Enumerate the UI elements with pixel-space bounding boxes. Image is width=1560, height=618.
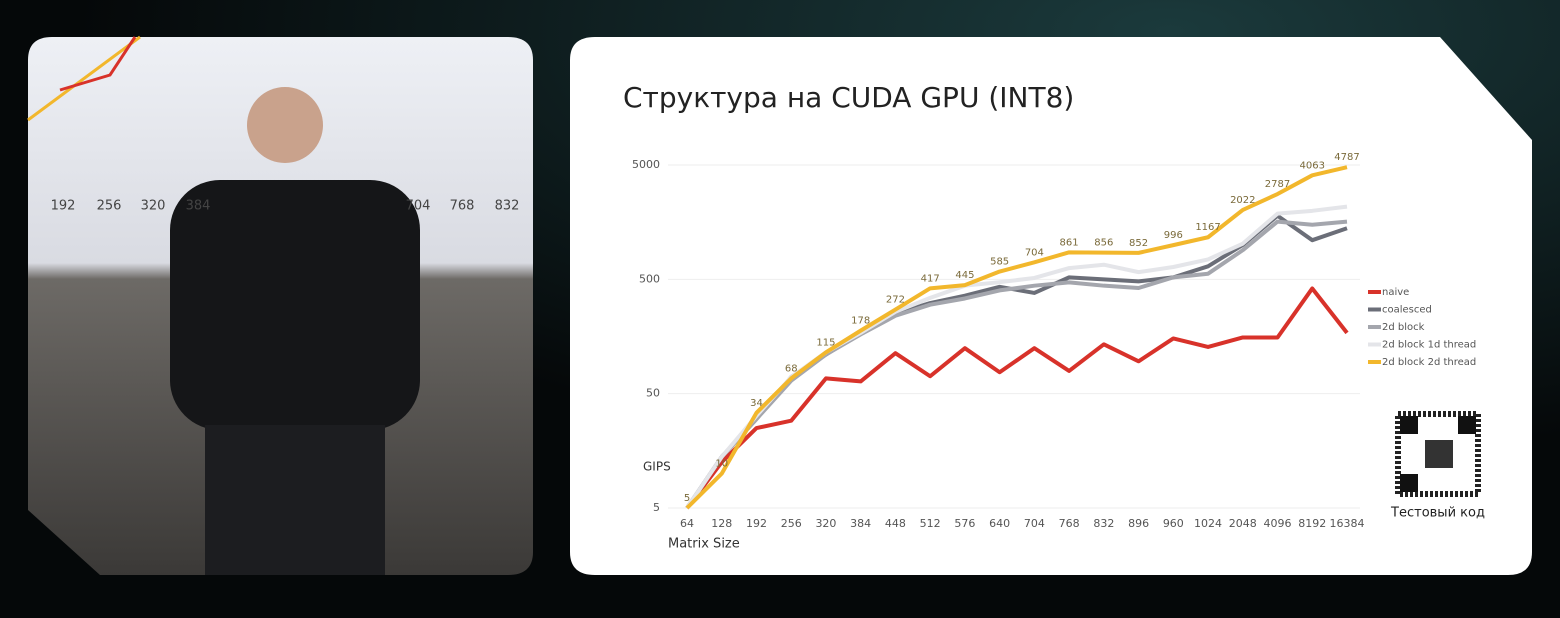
x-tick-label: 192: [746, 517, 767, 530]
data-label: 585: [990, 257, 1009, 268]
data-label: 68: [785, 363, 798, 374]
data-label: 1167: [1195, 222, 1220, 233]
slide: [570, 37, 1532, 575]
data-label: 115: [816, 337, 835, 348]
x-tick-label: 2048: [1229, 517, 1257, 530]
qr-code: [1395, 411, 1481, 497]
x-tick-label: 896: [1128, 517, 1149, 530]
x-tick-label: 704: [1024, 517, 1045, 530]
data-label: 861: [1060, 237, 1079, 248]
video-axis-label: 384: [186, 199, 211, 214]
video-axis-label: 768: [450, 199, 475, 214]
x-tick-label: 512: [920, 517, 941, 530]
x-tick-label: 384: [850, 517, 871, 530]
x-tick-label: 1024: [1194, 517, 1222, 530]
y-tick-label: 500: [639, 272, 660, 285]
legend-label: 2d block 1d thread: [1382, 340, 1476, 351]
x-tick-label: 4096: [1264, 517, 1292, 530]
qr-caption: Тестовый код: [1390, 506, 1485, 521]
data-label: 272: [886, 295, 905, 306]
data-label: 704: [1025, 247, 1044, 258]
x-tick-label: 128: [711, 517, 732, 530]
x-tick-label: 960: [1163, 517, 1184, 530]
x-tick-label: 448: [885, 517, 906, 530]
legend-label: naive: [1382, 287, 1409, 298]
x-tick-label: 16384: [1330, 517, 1365, 530]
speaker-legs: [205, 425, 385, 575]
x-tick-label: 64: [680, 517, 694, 530]
video-axis-label: 320: [141, 199, 166, 214]
data-label: 2022: [1230, 195, 1255, 206]
video-line: [27, 35, 141, 122]
video-axis-label: 832: [495, 199, 520, 214]
x-axis-label: Matrix Size: [668, 537, 740, 552]
data-label: 4787: [1334, 152, 1359, 163]
speaker-shirt: [170, 180, 420, 430]
x-tick-label: 640: [989, 517, 1010, 530]
data-label: 4063: [1300, 160, 1325, 171]
data-label: 445: [955, 270, 974, 281]
x-tick-label: 832: [1093, 517, 1114, 530]
video-axis-label: 192: [51, 199, 76, 214]
data-label: 178: [851, 316, 870, 327]
x-tick-label: 8192: [1298, 517, 1326, 530]
data-label: 856: [1094, 238, 1113, 249]
x-tick-label: 320: [815, 517, 836, 530]
data-label: 996: [1164, 230, 1183, 241]
video-line: [59, 36, 137, 92]
video-axis-label: 704: [406, 199, 431, 214]
speaker-head: [247, 87, 323, 163]
y-tick-label: 50: [646, 387, 660, 400]
series-line: [685, 165, 1348, 510]
legend-label: 2d block 2d thread: [1382, 357, 1476, 368]
legend-label: coalesced: [1382, 305, 1432, 316]
series-line: [685, 286, 1349, 510]
y-axis-label: GIPS: [643, 460, 671, 474]
data-label: 5: [684, 493, 690, 504]
slide-title: Структура на CUDA GPU (INT8): [623, 81, 1074, 114]
data-label: 852: [1129, 238, 1148, 249]
x-tick-label: 256: [781, 517, 802, 530]
speaker-video: 192 256 320 384 704 768 832: [27, 35, 533, 575]
y-tick-label: 5: [653, 501, 660, 514]
data-label: 2787: [1265, 179, 1290, 190]
legend-label: 2d block: [1382, 322, 1425, 333]
data-label: 417: [921, 273, 940, 284]
video-axis-label: 256: [97, 199, 122, 214]
data-label: 34: [750, 398, 763, 409]
data-label: 10: [715, 459, 728, 470]
x-tick-label: 768: [1059, 517, 1080, 530]
y-tick-label: 5000: [632, 158, 660, 171]
x-tick-label: 576: [954, 517, 975, 530]
